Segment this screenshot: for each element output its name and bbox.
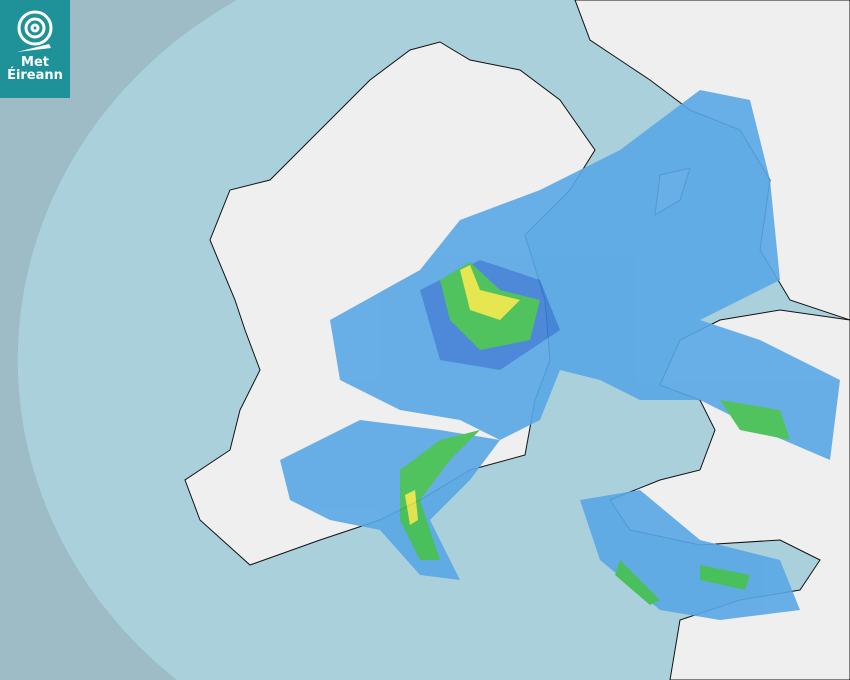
logo-text-met: Met bbox=[21, 55, 49, 70]
rain-very-heavy-area bbox=[460, 265, 520, 320]
rain-heavy-area bbox=[400, 430, 480, 560]
rain-heavy-area bbox=[720, 400, 790, 440]
logo-text-eireann: Éireann bbox=[7, 68, 63, 83]
rain-heavy-area bbox=[615, 560, 660, 605]
rain-heavy-area bbox=[700, 565, 750, 590]
rain-echoes bbox=[280, 90, 840, 620]
rain-light-area bbox=[330, 90, 840, 460]
met-eireann-logo: Met Éireann bbox=[0, 0, 70, 98]
swirl-logo-icon bbox=[17, 10, 53, 52]
rain-very-heavy-area bbox=[405, 490, 418, 525]
